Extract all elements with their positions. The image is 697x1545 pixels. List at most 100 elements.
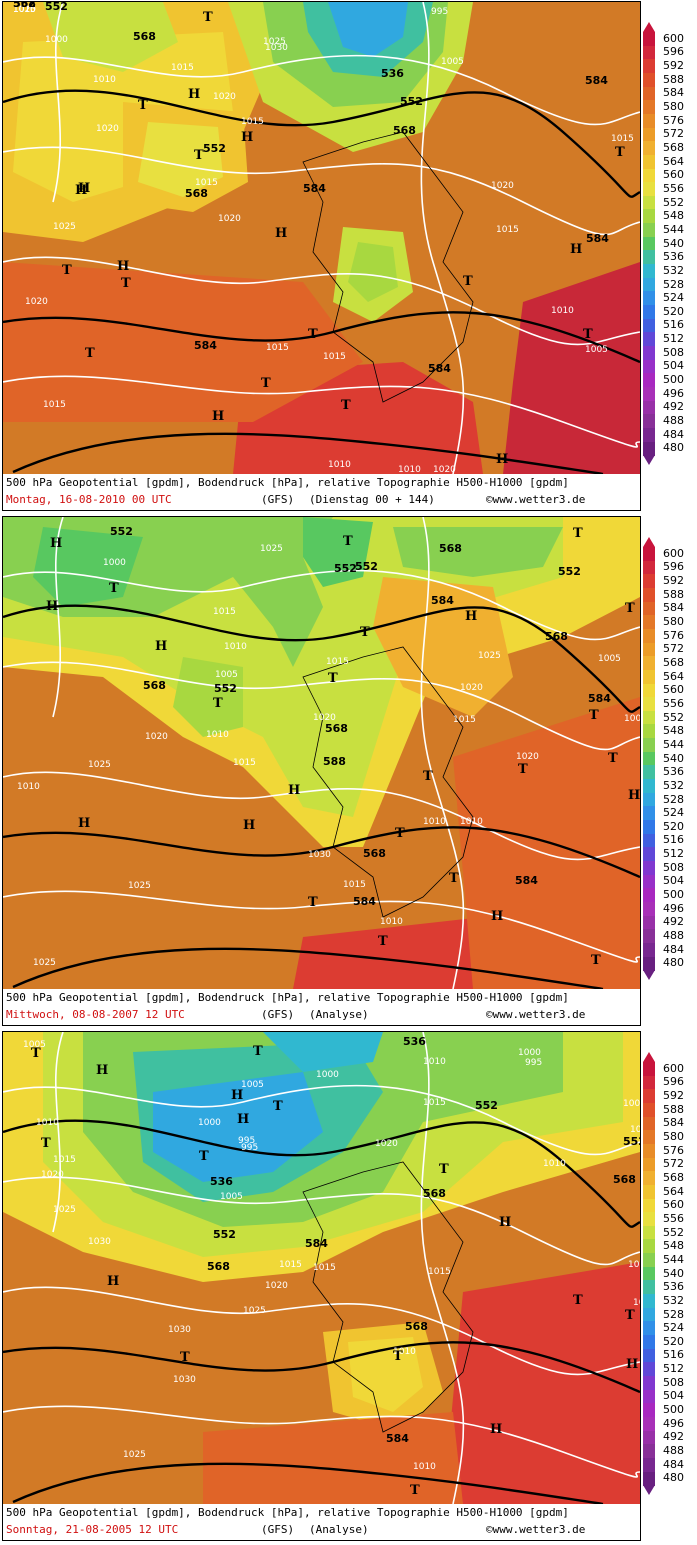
high-pressure-marker: H xyxy=(241,130,253,145)
scale-label: 512 xyxy=(663,332,684,346)
scale-label: 540 xyxy=(663,236,684,250)
geopotential-label: 568 xyxy=(143,679,166,692)
scale-swatch xyxy=(643,195,655,210)
scale-swatch xyxy=(643,942,655,957)
pressure-label: 1000 xyxy=(518,1048,541,1058)
pressure-label: 1025 xyxy=(478,651,501,661)
scale-swatch xyxy=(643,373,655,388)
pressure-label: 1015 xyxy=(241,117,264,127)
scale-label: 596 xyxy=(663,1075,684,1089)
scale-label: 564 xyxy=(663,154,684,168)
low-pressure-marker: T xyxy=(180,1350,190,1365)
scale-label: 504 xyxy=(663,874,684,888)
isobar-line xyxy=(3,54,640,126)
low-pressure-marker: T xyxy=(109,581,119,596)
scale-label: 524 xyxy=(663,1321,684,1335)
map-run: (Dienstag 00 + 144) xyxy=(309,493,435,506)
scale-arrow-up-icon xyxy=(643,1052,655,1062)
pressure-label: 1010 xyxy=(224,642,247,652)
scale-swatch xyxy=(643,264,655,279)
scale-label: 528 xyxy=(663,792,684,806)
high-pressure-marker: H xyxy=(155,639,167,654)
map-caption: 500 hPa Geopotential [gpdm], Bodendruck … xyxy=(2,1504,641,1541)
scale-swatch xyxy=(643,847,655,862)
geopotential-label: 552 xyxy=(110,525,133,538)
pressure-label: 1025 xyxy=(123,1450,146,1460)
isobar-line xyxy=(3,890,640,963)
scale-label: 560 xyxy=(663,683,684,697)
low-pressure-marker: T xyxy=(138,98,148,113)
scale-swatch xyxy=(643,1294,655,1309)
pressure-label: 1030 xyxy=(173,1375,196,1385)
scale-swatch xyxy=(643,86,655,101)
scale-label: 496 xyxy=(663,386,684,400)
pressure-label: 1030 xyxy=(265,43,288,53)
scale-label: 576 xyxy=(663,1143,684,1157)
scale-swatch xyxy=(643,697,655,712)
coastline xyxy=(302,1161,474,1433)
geopotential-label: 568 xyxy=(13,2,36,10)
high-pressure-marker: H xyxy=(50,536,62,551)
map-copyright: ©www.wetter3.de xyxy=(486,1008,586,1021)
scale-label: 596 xyxy=(663,560,684,574)
scale-label: 568 xyxy=(663,141,684,155)
scale-label: 568 xyxy=(663,1171,684,1185)
scale-swatch xyxy=(643,209,655,224)
scale-label: 572 xyxy=(663,642,684,656)
low-pressure-marker: T xyxy=(423,769,433,784)
scale-label: 480 xyxy=(663,956,684,970)
low-pressure-marker: T xyxy=(378,934,388,949)
scale-label: 536 xyxy=(663,250,684,264)
high-pressure-marker: H xyxy=(78,816,90,831)
pressure-label: 1015 xyxy=(53,1155,76,1165)
pressure-label: 1015 xyxy=(428,1267,451,1277)
scale-swatch xyxy=(643,250,655,265)
scale-swatch xyxy=(643,1266,655,1281)
isobar-line xyxy=(420,517,465,989)
scale-label: 580 xyxy=(663,1130,684,1144)
geopotential-area xyxy=(43,2,178,72)
low-pressure-marker: T xyxy=(121,276,131,291)
scale-swatch xyxy=(643,1130,655,1145)
high-pressure-marker: H xyxy=(212,409,224,424)
geopotential-label: 568 xyxy=(325,722,348,735)
scale-swatch xyxy=(643,1403,655,1418)
pressure-label: 995 xyxy=(431,7,448,17)
geopotential-label: 552 xyxy=(13,2,36,10)
scale-label: 508 xyxy=(663,345,684,359)
pressure-label: 995 xyxy=(241,1143,258,1153)
scale-label: 584 xyxy=(663,86,684,100)
scale-swatch xyxy=(643,710,655,725)
map-title: 500 hPa Geopotential [gpdm], Bodendruck … xyxy=(6,991,569,1004)
geopotential-label: 568 xyxy=(133,30,156,43)
scale-swatch xyxy=(643,751,655,766)
map-copyright: ©www.wetter3.de xyxy=(486,1523,586,1536)
geopotential-contour xyxy=(12,947,604,989)
scale-swatch xyxy=(643,277,655,292)
weather-map: 1005 995 1005 1000 995 1000 1005 1010 1010 1015 10… xyxy=(2,1031,641,1505)
scale-swatch xyxy=(643,332,655,347)
geopotential-label: 568 xyxy=(545,630,568,643)
scale-swatch xyxy=(643,113,655,128)
scale-label: 484 xyxy=(663,1457,684,1471)
geopotential-label: 568 xyxy=(185,187,208,200)
scale-label: 540 xyxy=(663,751,684,765)
scale-swatch xyxy=(643,601,655,616)
scale-label: 520 xyxy=(663,304,684,318)
scale-label: 496 xyxy=(663,1416,684,1430)
scale-label: 492 xyxy=(663,400,684,414)
pressure-label: 1025 xyxy=(53,222,76,232)
scale-swatch xyxy=(643,1280,655,1295)
scale-label: 516 xyxy=(663,318,684,332)
pressure-label: 1020 xyxy=(460,683,483,693)
pressure-label: 1005 xyxy=(241,1080,264,1090)
geopotential-contour xyxy=(12,1462,604,1504)
isobar-line xyxy=(3,1084,640,1156)
geopotential-label: 568 xyxy=(207,1260,230,1273)
geopotential-area xyxy=(373,577,513,717)
pressure-label: 1010 xyxy=(423,1057,446,1067)
high-pressure-marker: H xyxy=(499,1215,511,1230)
pressure-label: 1005 xyxy=(215,670,238,680)
isobar-line xyxy=(3,256,640,346)
scale-swatch xyxy=(643,574,655,589)
